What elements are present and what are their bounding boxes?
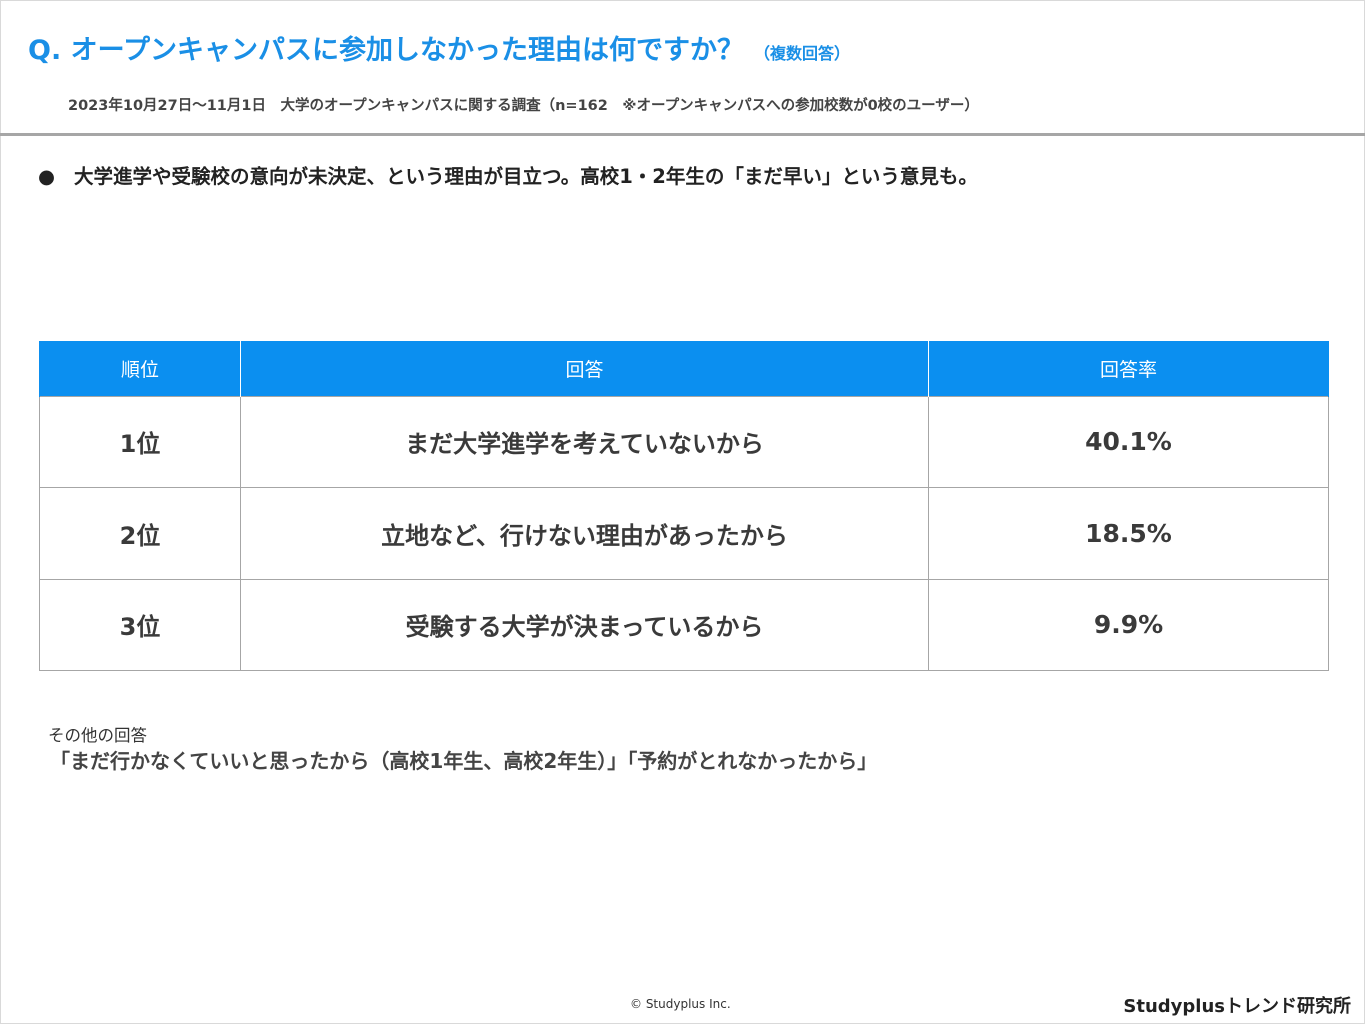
title-text: Q. オープンキャンパスに参加しなかった理由は何ですか？ [28, 35, 744, 66]
rank-cell: 1位 [39, 395, 241, 488]
column-header-answer: 回答 [240, 341, 929, 396]
rank-cell: 3位 [39, 578, 241, 671]
rate-cell: 18.5% [928, 487, 1329, 580]
title-note: （複数回答） [754, 44, 851, 63]
copyright-notice: © Studyplus Inc. [630, 997, 731, 1011]
answer-cell: 立地など、行けない理由があったから [240, 487, 929, 580]
question-title: Q. オープンキャンパスに参加しなかった理由は何ですか？ （複数回答） [28, 28, 850, 67]
table-row: 1位 まだ大学進学を考えていないから 40.1% [39, 395, 1329, 488]
bullet-icon: ● [38, 165, 56, 188]
answer-cell: 受験する大学が決まっているから [240, 578, 929, 671]
survey-subtitle: 2023年10月27日〜11月1日 大学のオープンキャンパスに関する調査（n=1… [68, 98, 979, 114]
column-header-rate: 回答率 [928, 341, 1329, 396]
column-header-rank: 順位 [39, 341, 241, 396]
table-row: 3位 受験する大学が決まっているから 9.9% [39, 578, 1329, 671]
summary-text: 大学進学や受験校の意向が未決定、という理由が目立つ。高校1・2年生の「まだ早い」… [74, 165, 978, 188]
rank-cell: 2位 [39, 487, 241, 580]
table-header-row: 順位 回答 回答率 [39, 341, 1329, 396]
rate-cell: 40.1% [928, 395, 1329, 488]
ranking-table: 順位 回答 回答率 1位 まだ大学進学を考えていないから 40.1% 2位 立地… [39, 341, 1329, 671]
other-answers-label: その他の回答 [48, 726, 147, 745]
other-answers-text: 「まだ行かなくていいと思ったから（高校1年生、高校2年生）」「予約がとれなかった… [50, 749, 878, 773]
answer-cell: まだ大学進学を考えていないから [240, 395, 929, 488]
table-row: 2位 立地など、行けない理由があったから 18.5% [39, 487, 1329, 580]
summary-headline: ● 大学進学や受験校の意向が未決定、という理由が目立つ。高校1・2年生の「まだ早い… [38, 160, 978, 189]
slide-header: Q. オープンキャンパスに参加しなかった理由は何ですか？ （複数回答） 2023年… [0, 0, 1365, 136]
rate-cell: 9.9% [928, 578, 1329, 671]
brand-logo: Studyplusトレンド研究所 [1123, 996, 1351, 1017]
